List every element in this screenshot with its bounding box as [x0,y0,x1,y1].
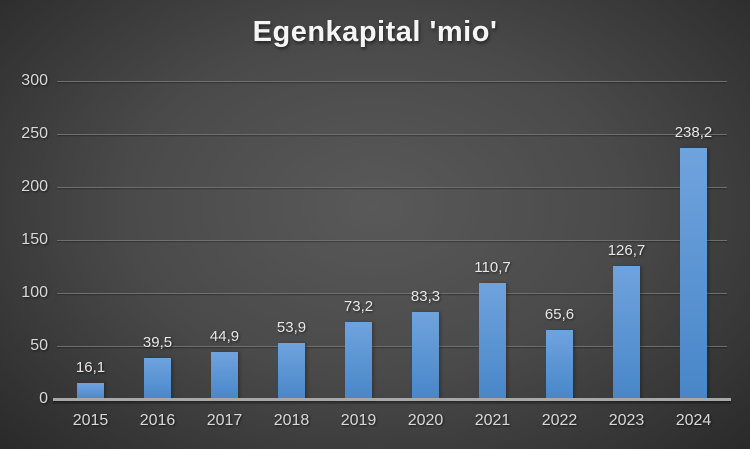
value-label-2018: 53,9 [276,318,307,336]
x-axis-tick-label-2022: 2022 [541,412,578,429]
value-label-2019: 73,2 [343,298,374,316]
x-axis-tick-label-2017: 2017 [206,412,243,429]
x-axis-tick-label-2019: 2019 [340,412,377,429]
y-axis-tick-label: 250 [21,125,48,142]
y-axis-tick-label: 100 [21,284,48,301]
x-axis-tick-label-2024: 2024 [675,412,712,429]
y-axis-tick-label: 150 [21,231,48,248]
gridline [57,346,727,347]
value-label-2023: 126,7 [607,241,646,259]
gridline [57,134,727,135]
chart-title: Egenkapital 'mio' [252,16,498,48]
y-axis-tick-label: 300 [21,72,48,89]
value-label-2017: 44,9 [209,328,240,346]
bar-2015 [77,382,104,400]
value-label-2024: 238,2 [674,123,713,141]
bar-2019 [345,322,372,400]
value-label-2015: 16,1 [75,358,106,376]
gridline [57,293,727,294]
bar-2022 [546,330,573,400]
value-label-2021: 110,7 [474,258,511,276]
y-axis-tick-label: 0 [39,390,48,407]
plot-area: 16,1 39,5 44,9 53,9 73,2 83,3 110,7 65,6 126,7 23… [53,81,731,401]
value-label-2022: 65,6 [544,306,575,324]
bar-2018 [278,342,305,400]
y-axis-tick-label: 50 [30,337,48,354]
bar-2021 [479,282,506,400]
x-axis-tick-label-2021: 2021 [474,412,511,429]
gridline [57,81,727,82]
x-axis-tick-label-2016: 2016 [139,412,176,429]
bar-2023 [613,265,640,400]
y-axis-tick-label: 200 [21,178,48,195]
value-label-2016: 39,5 [142,334,173,352]
value-label-2020: 83,3 [410,287,441,305]
gridline [57,187,727,188]
x-axis-tick-label-2023: 2023 [608,412,645,429]
gridline [57,240,727,241]
bar-2020 [412,311,439,400]
bar-2017 [211,352,238,400]
x-axis-tick-label-2018: 2018 [273,412,310,429]
x-axis-line [53,398,731,401]
x-axis-tick-label-2020: 2020 [407,412,444,429]
bar-2024 [680,147,707,400]
bar-2016 [144,358,171,400]
x-axis-tick-label-2015: 2015 [72,412,109,429]
